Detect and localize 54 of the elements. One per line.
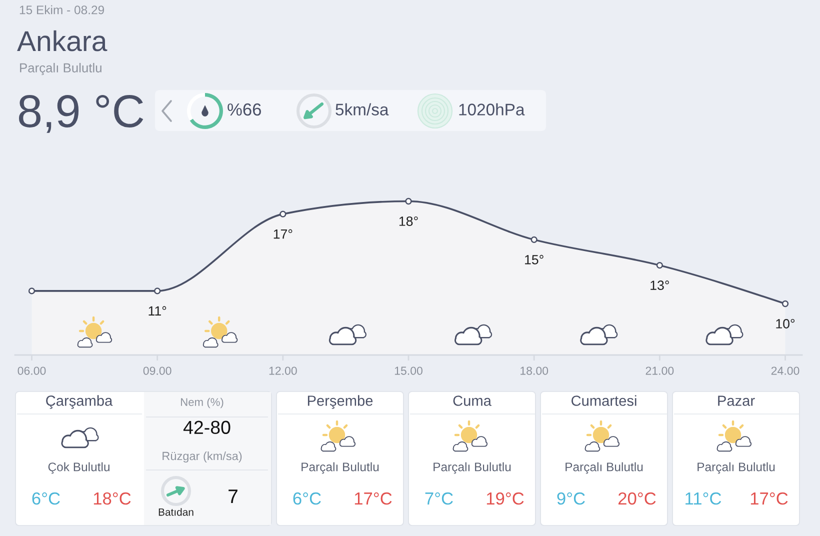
data-label: 10° xyxy=(776,319,795,328)
data-label: 11° xyxy=(148,306,166,316)
text: Parçalı Bulutlu xyxy=(434,462,511,474)
text: 20°C xyxy=(618,492,656,505)
text: 19°C xyxy=(486,492,524,505)
point xyxy=(28,288,36,294)
text: Perşembe xyxy=(308,395,373,409)
text: 17°C xyxy=(354,492,392,505)
text: Cumartesi xyxy=(572,395,636,406)
point xyxy=(154,288,161,294)
text: 7 xyxy=(228,490,238,504)
text: Çarşamba xyxy=(46,395,113,409)
point xyxy=(530,236,538,243)
point xyxy=(405,198,412,205)
data-label: 18° xyxy=(399,216,418,226)
text: 7°C xyxy=(425,492,453,505)
x-tick-label: 18.00 xyxy=(520,366,548,375)
text: Parçalı Bulutlu xyxy=(566,462,643,474)
text: Parçalı Bulutlu xyxy=(302,462,379,474)
text: Batıdan xyxy=(158,508,194,516)
x-tick-label: 12.00 xyxy=(269,366,297,375)
text: Pazar xyxy=(718,396,755,406)
point xyxy=(656,262,663,269)
x-tick-label: 21.00 xyxy=(646,366,674,375)
text: 17°C xyxy=(750,492,788,505)
annotation: 42-80 xyxy=(183,420,230,434)
text: 11°C xyxy=(686,492,722,505)
text: Parçalı Bulutlu xyxy=(698,462,775,474)
point xyxy=(280,210,286,218)
data-label: 13° xyxy=(650,280,669,290)
point xyxy=(782,300,789,308)
text: 5km/sa xyxy=(336,103,389,116)
data-label: 17° xyxy=(274,229,292,239)
text: 6°C xyxy=(293,492,321,505)
donut-slice xyxy=(190,93,223,129)
text: 6°C xyxy=(32,492,60,505)
text: 8,9 °C xyxy=(18,94,144,133)
text: Cuma xyxy=(453,396,492,406)
x-tick-label: 06.00 xyxy=(18,366,46,375)
text: 9°C xyxy=(557,492,585,505)
annotation: Nem (%) xyxy=(181,398,224,408)
text: 18°C xyxy=(94,492,131,505)
text: Parçalı Bulutlu xyxy=(20,62,102,76)
text: 15 Ekim - 08.29 xyxy=(20,5,104,14)
text: Çok Bulutlu xyxy=(48,462,110,474)
data-label: 15° xyxy=(525,254,544,264)
x-tick-label: 15.00 xyxy=(394,366,422,375)
x-tick-label: 09.00 xyxy=(143,366,172,375)
text: Rüzgar (km/sa) xyxy=(162,451,242,462)
text: 1020hPa xyxy=(459,103,525,116)
text: %66 xyxy=(228,103,261,116)
donut-slice xyxy=(187,93,205,121)
x-tick-label: 24.00 xyxy=(771,366,800,375)
text: Ankara xyxy=(17,30,108,52)
